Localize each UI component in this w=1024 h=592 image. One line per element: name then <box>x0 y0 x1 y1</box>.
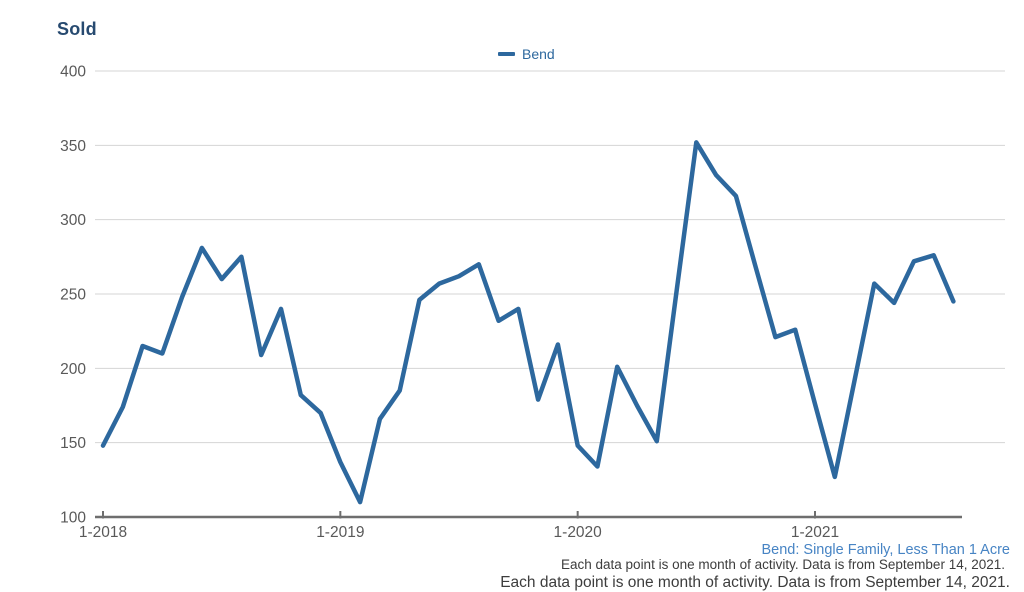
line-chart-plot-area: 100 150 200 250 300 350 400 1-2018 1-2019 1-2020 1… <box>60 64 1005 541</box>
legend-label: Bend <box>522 46 555 62</box>
x-axis-label: 1-2018 <box>79 524 127 541</box>
legend-line-icon <box>498 52 515 56</box>
y-axis-label: 100 <box>60 510 86 527</box>
infosparks-chart-panel: Sold Bend 100 150 200 250 300 350 400 1-2018 1-2… <box>57 19 1010 591</box>
x-axis-label: 1-2020 <box>554 524 603 541</box>
y-axis-label: 200 <box>60 361 86 378</box>
clipped-footnote: Each data point is one month of activity… <box>500 574 1010 591</box>
x-axis-label: 1-2021 <box>791 524 839 541</box>
y-axis-label: 300 <box>60 212 86 229</box>
data-footnote: Each data point is one month of activity… <box>561 557 1005 572</box>
series-line-bend[interactable] <box>100 140 956 505</box>
segment-description: Bend: Single Family, Less Than 1 Acre <box>761 542 1010 558</box>
x-axis-label: 1-2019 <box>316 524 364 541</box>
chart-title: Sold <box>57 19 97 39</box>
y-axis-label: 150 <box>60 435 86 452</box>
y-axis-label: 400 <box>60 64 86 81</box>
legend[interactable]: Bend <box>498 46 555 62</box>
y-axis-label: 250 <box>60 287 86 304</box>
y-axis-label: 350 <box>60 138 86 155</box>
